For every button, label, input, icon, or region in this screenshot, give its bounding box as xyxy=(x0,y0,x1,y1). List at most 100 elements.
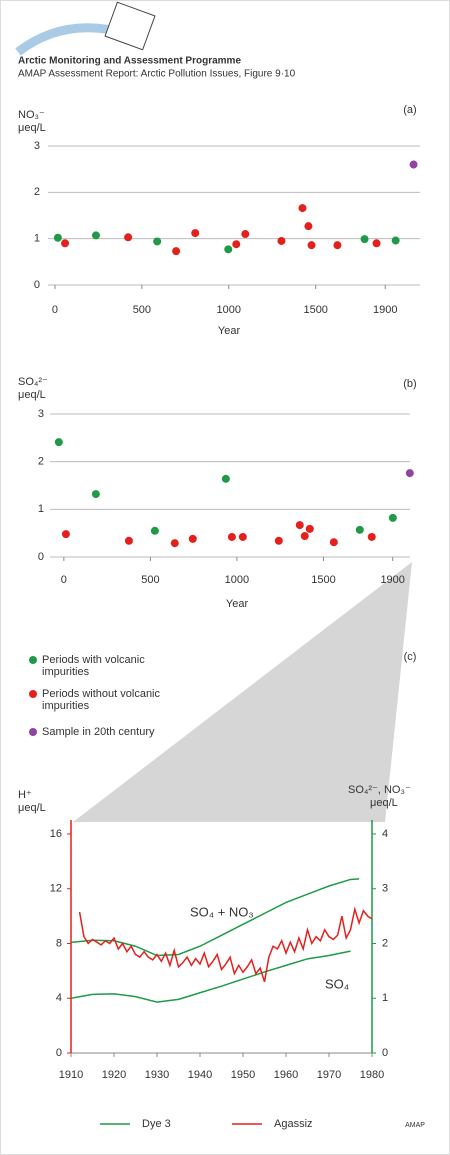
point xyxy=(307,241,316,250)
point xyxy=(277,236,286,245)
x-axis-title: Year xyxy=(218,325,241,337)
y-tick-label: 1 xyxy=(34,233,40,245)
y2-axis-title: SO₄²⁻, NO₃⁻ xyxy=(348,784,411,796)
x-tick-label: 1000 xyxy=(225,574,249,586)
logo-box xyxy=(104,1,156,51)
panel-label: (c) xyxy=(404,651,417,663)
point xyxy=(54,438,63,447)
y-tick-label: 3 xyxy=(34,140,40,152)
legend-label: Dye 3 xyxy=(142,1118,171,1130)
legend-label: Agassiz xyxy=(274,1118,313,1130)
panel-label: (b) xyxy=(403,378,416,390)
x-tick-label: 0 xyxy=(61,574,67,586)
point xyxy=(188,534,197,543)
point xyxy=(232,240,241,249)
point xyxy=(405,469,414,478)
line xyxy=(70,950,351,1003)
y2-tick-label: 0 xyxy=(382,1047,388,1059)
point xyxy=(241,230,250,239)
point xyxy=(61,530,70,539)
point xyxy=(53,233,62,242)
point xyxy=(124,233,133,242)
y-tick-label: 0 xyxy=(34,279,40,291)
x-tick-label: 500 xyxy=(133,304,151,316)
point xyxy=(91,231,100,240)
y-tick-label: 3 xyxy=(38,408,44,420)
curve-label: SO₄ xyxy=(325,976,349,991)
x-tick-label: 1900 xyxy=(380,574,404,586)
panel-label: (a) xyxy=(403,104,416,116)
point xyxy=(224,245,233,254)
x-tick-label: 1930 xyxy=(145,1069,169,1081)
zoom-wedge xyxy=(73,562,412,822)
x-tick-label: 0 xyxy=(52,304,58,316)
y-tick-label: 8 xyxy=(56,937,62,949)
y2-tick-label: 1 xyxy=(382,992,388,1004)
y-axis-unit: μeq/L xyxy=(18,122,46,134)
y-tick-label: 12 xyxy=(50,883,62,895)
point xyxy=(191,229,200,238)
point xyxy=(355,525,364,534)
point xyxy=(360,235,369,244)
legend-marker xyxy=(29,690,37,698)
point xyxy=(305,524,314,533)
line xyxy=(78,906,373,983)
x-tick-label: 1900 xyxy=(373,304,397,316)
y2-tick-label: 2 xyxy=(382,937,388,949)
point xyxy=(329,538,338,547)
point xyxy=(172,247,181,256)
y-tick-label: 0 xyxy=(38,551,44,563)
x-tick-label: 500 xyxy=(141,574,159,586)
line xyxy=(70,878,360,957)
y-axis-unit: μeq/L xyxy=(18,389,46,401)
y-tick-label: 4 xyxy=(56,992,62,1004)
y-axis-title: NO₃⁻ xyxy=(18,109,45,121)
point xyxy=(300,532,309,541)
point xyxy=(221,474,230,483)
x-tick-label: 1500 xyxy=(311,574,335,586)
legend-label: Sample in 20th century xyxy=(42,726,155,738)
point xyxy=(333,241,342,250)
point xyxy=(61,239,70,248)
y-axis-title: H⁺ xyxy=(18,789,32,801)
y2-tick-label: 4 xyxy=(382,828,388,840)
point xyxy=(91,490,100,499)
x-tick-label: 1940 xyxy=(188,1069,212,1081)
y-tick-label: 1 xyxy=(38,503,44,515)
header-subtitle: AMAP Assessment Report: Arctic Pollution… xyxy=(18,69,296,80)
point xyxy=(298,204,307,213)
x-tick-label: 1970 xyxy=(317,1069,341,1081)
legend-label: Periods with volcanic impurities xyxy=(42,654,145,678)
point xyxy=(304,222,313,231)
y-tick-label: 16 xyxy=(50,828,62,840)
point xyxy=(367,532,376,541)
y-axis-unit: μeq/L xyxy=(18,802,46,814)
point xyxy=(372,239,381,248)
point xyxy=(388,513,397,522)
point xyxy=(153,237,162,246)
point xyxy=(170,539,179,548)
point xyxy=(227,532,236,541)
legend-label: Periods without volcanic impurities xyxy=(42,688,161,712)
x-axis-title: Year xyxy=(226,598,249,610)
point xyxy=(238,532,247,541)
x-tick-label: 1000 xyxy=(217,304,241,316)
header-title: Arctic Monitoring and Assessment Program… xyxy=(18,56,241,67)
legend-marker xyxy=(29,656,37,664)
point xyxy=(295,521,304,530)
point xyxy=(274,536,283,545)
x-tick-label: 1920 xyxy=(102,1069,126,1081)
x-tick-label: 1980 xyxy=(360,1069,384,1081)
point xyxy=(150,526,159,535)
point xyxy=(124,536,133,545)
y2-tick-label: 3 xyxy=(382,883,388,895)
y-tick-label: 0 xyxy=(56,1047,62,1059)
point xyxy=(409,160,418,169)
x-tick-label: 1500 xyxy=(303,304,327,316)
x-tick-label: 1960 xyxy=(274,1069,298,1081)
x-tick-label: 1950 xyxy=(231,1069,255,1081)
x-tick-label: 1910 xyxy=(59,1069,83,1081)
y-axis-title: SO₄²⁻ xyxy=(18,376,48,388)
